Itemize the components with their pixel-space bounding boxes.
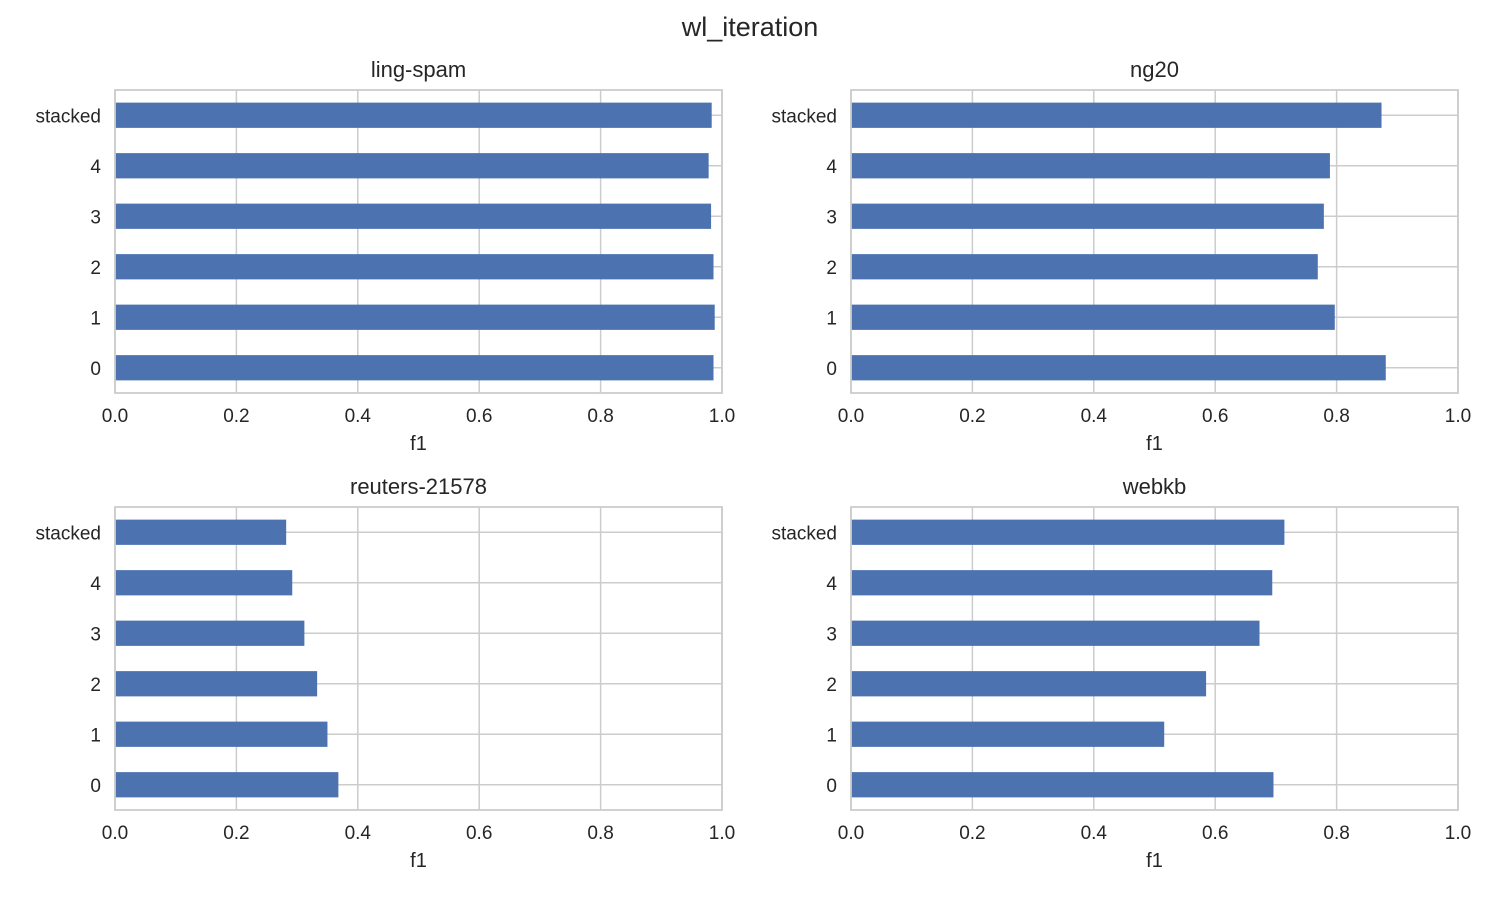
bar-stacked [115,102,712,128]
y-tick-label: 2 [826,258,837,279]
y-tick-label: 4 [826,574,837,595]
x-tick-label: 0.4 [1081,406,1108,427]
y-tick-label: 3 [90,624,101,645]
bar-stacked [851,519,1285,545]
bar-3 [851,620,1260,646]
panel-ling-spam: 0 1 2 3 4 stacked 0.0 0.2 0.4 0.6 0.8 1.0 f1 ling-spa… [36,57,736,455]
bar-1 [115,304,715,330]
x-tick-label: 0.0 [102,406,128,427]
y-tick-label: 2 [90,258,101,279]
y-tick-label: 3 [826,207,837,228]
x-tick-label: 0.8 [1323,823,1349,844]
axes-frame [114,89,723,394]
panel-ng20: 0 1 2 3 4 stacked 0.0 0.2 0.4 0.6 0.8 1.0 f1 ng20 [772,57,1472,455]
x-tick-label: 0.6 [466,406,492,427]
x-tick-label: 0.6 [1202,823,1228,844]
panel-title: ng20 [1130,57,1179,82]
bar-4 [851,570,1273,596]
bar-4 [115,153,709,179]
x-tick-label: 0.8 [587,406,613,427]
bar-4 [115,570,293,596]
x-tick-label: 0.0 [838,823,864,844]
y-tick-label: 1 [826,308,837,329]
bar-4 [851,153,1330,179]
bar-0 [851,355,1386,381]
x-tick-label: 0.0 [838,406,864,427]
x-tick-label: 1.0 [1445,406,1471,427]
bar-3 [851,203,1324,229]
x-tick-label: 0.4 [345,823,372,844]
panel-title: webkb [1122,474,1187,499]
y-tick-label: 1 [90,725,101,746]
bar-3 [115,620,305,646]
bar-stacked [851,102,1382,128]
y-tick-label: 0 [826,776,837,797]
panel-title: ling-spam [371,57,466,82]
bar-2 [851,254,1318,280]
x-tick-label: 1.0 [1445,823,1471,844]
x-tick-label: 0.2 [223,823,249,844]
y-tick-label: stacked [36,523,101,544]
bar-2 [851,671,1207,697]
bar-0 [851,772,1274,798]
y-tick-label: stacked [772,106,837,127]
bar-0 [115,355,714,381]
panel-reuters-21578: 0 1 2 3 4 stacked 0.0 0.2 0.4 0.6 0.8 1.0 f1 reuters-… [36,474,736,872]
x-axis-label: f1 [1146,850,1163,872]
x-axis-label: f1 [1146,433,1163,455]
figure-title: wl_iteration [681,12,819,42]
x-tick-label: 1.0 [709,823,735,844]
bar-1 [851,304,1335,330]
bar-1 [851,721,1165,747]
y-tick-label: 4 [90,574,101,595]
y-tick-label: 2 [90,675,101,696]
x-tick-label: 0.4 [1081,823,1108,844]
y-tick-label: 2 [826,675,837,696]
y-tick-label: 0 [826,359,837,380]
bar-2 [115,671,318,697]
y-tick-label: 4 [90,157,101,178]
y-tick-label: stacked [36,106,101,127]
y-tick-label: 1 [826,725,837,746]
y-tick-label: 1 [90,308,101,329]
x-tick-label: 0.2 [959,823,985,844]
y-tick-label: 0 [90,776,101,797]
x-tick-label: 0.6 [466,823,492,844]
x-tick-label: 0.6 [1202,406,1228,427]
axes-frame [850,506,1459,811]
y-tick-label: 0 [90,359,101,380]
axes-frame [850,89,1459,394]
bar-3 [115,203,712,229]
x-tick-label: 0.2 [959,406,985,427]
panel-title: reuters-21578 [350,474,487,499]
x-tick-label: 0.4 [345,406,372,427]
bar-0 [115,772,339,798]
y-tick-label: 3 [826,624,837,645]
bar-stacked [115,519,287,545]
x-axis-label: f1 [410,433,427,455]
panel-webkb: 0 1 2 3 4 stacked 0.0 0.2 0.4 0.6 0.8 1.0 f1 webkb [772,474,1472,872]
x-tick-label: 1.0 [709,406,735,427]
y-tick-label: 3 [90,207,101,228]
x-tick-label: 0.0 [102,823,128,844]
bar-1 [115,721,328,747]
y-tick-label: stacked [772,523,837,544]
x-tick-label: 0.8 [1323,406,1349,427]
bar-2 [115,254,714,280]
x-tick-label: 0.8 [587,823,613,844]
x-tick-label: 0.2 [223,406,249,427]
y-tick-label: 4 [826,157,837,178]
axes-frame [114,506,723,811]
x-axis-label: f1 [410,850,427,872]
